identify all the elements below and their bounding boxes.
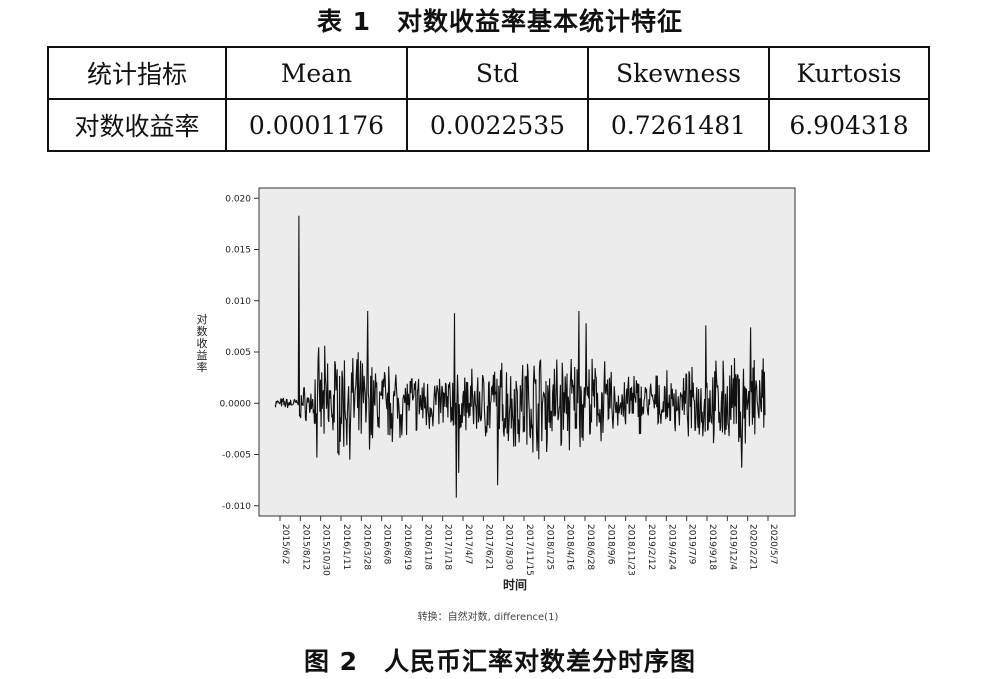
x-tick-label: 2018/6/28 xyxy=(585,524,595,570)
table-row: 对数收益率 0.0001176 0.0022535 0.7261481 6.90… xyxy=(47,98,931,152)
x-tick-label: 2016/8/19 xyxy=(402,524,412,570)
x-tick-label: 2019/4/24 xyxy=(666,524,676,570)
transform-note: 转换：自然对数, difference(1) xyxy=(418,610,559,623)
series-line xyxy=(274,215,766,498)
x-tick-label: 2016/1/11 xyxy=(341,524,351,570)
x-tick-label: 2020/5/7 xyxy=(768,524,778,564)
y-tick-label: -0.005 xyxy=(222,451,251,461)
y-tick-label: -0.010 xyxy=(222,502,251,512)
x-tick-label: 2017/8/30 xyxy=(504,524,514,570)
x-tick-label: 2020/2/21 xyxy=(748,524,758,570)
chart-container: 0.020 0.015 0.010 0.005 0.0000 -0.005 -0.010 20… xyxy=(180,183,810,628)
x-tick-label: 2019/7/9 xyxy=(687,524,697,565)
x-tick-label: 2017/4/7 xyxy=(463,524,473,564)
table-header-row: 统计指标 Mean Std Skewness Kurtosis xyxy=(47,46,931,100)
x-tick-label: 2018/11/23 xyxy=(626,524,636,576)
x-tick-label: 2017/6/21 xyxy=(483,524,493,570)
y-tick-label: 0.005 xyxy=(225,348,251,358)
row-label: 对数收益率 xyxy=(47,98,227,152)
header-cell: Mean xyxy=(225,46,408,100)
y-tick-label: 0.010 xyxy=(225,297,251,307)
y-tick-label: 0.015 xyxy=(225,246,251,256)
x-tick-label: 2016/6/8 xyxy=(382,524,392,565)
header-cell: Std xyxy=(405,46,589,100)
x-tick-label: 2018/4/16 xyxy=(565,524,575,570)
y-axis-label: 对数收益率 xyxy=(197,312,208,374)
table-cell: 0.7261481 xyxy=(586,98,770,152)
time-series-chart: 0.020 0.015 0.010 0.005 0.0000 -0.005 -0.010 20… xyxy=(197,187,796,623)
plot-area xyxy=(258,187,796,517)
header-cell: Skewness xyxy=(586,46,770,100)
x-tick-label: 2015/10/30 xyxy=(321,524,331,576)
figure-caption: 图 2 人民币汇率对数差分时序图 xyxy=(303,647,697,676)
x-tick-label: 2016/3/28 xyxy=(361,524,371,570)
table-title: 表 1 对数收益率基本统计特征 xyxy=(316,7,684,36)
table-cell: 6.904318 xyxy=(767,98,931,152)
x-tick-label: 2019/9/18 xyxy=(707,524,717,570)
x-tick-label: 2015/6/2 xyxy=(280,524,290,564)
x-axis-label: 时间 xyxy=(503,577,527,592)
table-cell: 0.0022535 xyxy=(405,98,589,152)
x-tick-label: 2018/9/6 xyxy=(605,524,615,565)
x-tick-label: 2017/11/15 xyxy=(524,524,534,576)
y-tick-label: 0.020 xyxy=(225,194,251,204)
table-cell: 0.0001176 xyxy=(225,98,408,152)
x-tick-label: 2019/2/12 xyxy=(646,524,656,570)
x-tick-label: 2018/1/25 xyxy=(544,524,554,570)
header-cell: 统计指标 xyxy=(47,46,227,100)
stats-table: 统计指标 Mean Std Skewness Kurtosis 对数收益率 0.… xyxy=(47,46,931,152)
x-tick-label: 2017/1/18 xyxy=(443,524,453,570)
x-tick-label: 2015/8/12 xyxy=(300,524,310,570)
x-tick-label: 2019/12/4 xyxy=(727,524,737,570)
header-cell: Kurtosis xyxy=(767,46,931,100)
x-tick-label: 2016/11/8 xyxy=(422,524,432,570)
y-tick-label: 0.0000 xyxy=(220,399,252,409)
